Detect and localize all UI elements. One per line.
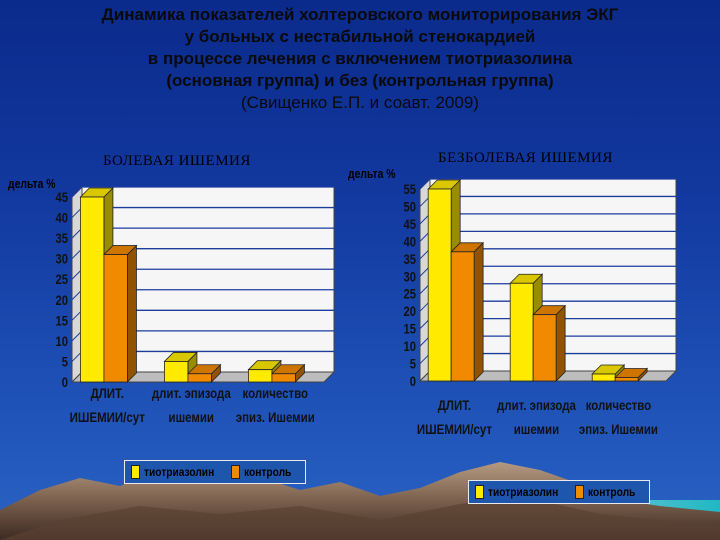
legend-swatch-control: [574, 485, 584, 499]
y-tick-label: 40: [56, 210, 68, 225]
y-tick-label: 25: [56, 272, 68, 287]
y-tick-label: 0: [62, 375, 68, 390]
y-tick-label: 5: [410, 356, 416, 371]
chart2-ylabel: дельта %: [348, 166, 396, 181]
title-citation: (Свищенко Е.П. и соавт. 2009): [241, 93, 479, 112]
chart1-title: БОЛЕВАЯ ИШЕМИЯ: [103, 153, 251, 169]
bar-1-1: [532, 314, 557, 382]
y-tick-label: 0: [410, 374, 416, 389]
bar-1-0: [103, 254, 128, 383]
y-tick-label: 55: [404, 182, 416, 197]
bar-1-1: [187, 373, 212, 383]
legend-swatch-tiotriazolin: [131, 465, 140, 479]
x-category-label: длит. эпизода: [152, 385, 232, 401]
bar-0-1: [163, 361, 189, 383]
y-tick-label: 5: [62, 354, 68, 369]
x-category-label: количество: [243, 385, 309, 401]
bar-side-1-1: [555, 304, 566, 382]
chart2-title: БЕЗБОЛЕВАЯ ИШЕМИЯ: [438, 150, 613, 166]
gridline-side: [419, 178, 431, 190]
y-tick-label: 15: [56, 313, 68, 328]
legend-swatch-tiotriazolin: [475, 485, 484, 499]
legend-swatch-control: [230, 465, 240, 479]
chart2-legend: тиотриазолин контроль: [468, 480, 651, 504]
chart1-ylabel: дельта %: [8, 176, 56, 191]
x-category-label: длит. эпизода: [497, 397, 577, 413]
y-tick-label: 45: [56, 190, 68, 205]
x-category-label: эпиз. Ишемии: [236, 409, 315, 425]
slide-title: Динамика показателей холтеровского монит…: [0, 4, 720, 114]
y-tick-label: 10: [56, 334, 68, 349]
x-category-label: ДЛИТ.: [438, 397, 471, 413]
x-category-label: ИШЕМИИ/сут: [70, 409, 145, 425]
y-tick-label: 15: [404, 321, 416, 336]
title-line-4: (основная группа) и без (контрольная гру…: [166, 71, 554, 90]
chart1-legend: тиотриазолин контроль: [124, 460, 307, 484]
bar-0-2: [591, 373, 616, 382]
title-line-3: в процессе лечения с включением тиотриаз…: [147, 49, 573, 68]
y-tick-label: 20: [404, 304, 416, 319]
chart1-legend-series1: тиотриазолин: [144, 465, 215, 479]
y-tick-label: 10: [404, 339, 416, 354]
title-line-2: у больных с нестабильной стенокардией: [184, 27, 536, 46]
y-tick-label: 40: [404, 234, 416, 249]
y-tick-label: 20: [56, 293, 68, 308]
x-category-label: ишемии: [514, 421, 559, 437]
y-tick-label: 35: [56, 231, 68, 246]
chart2-legend-series1: тиотриазолин: [488, 485, 559, 499]
bar-1-2: [271, 373, 296, 383]
y-tick-label: 45: [404, 217, 416, 232]
bar-0-1: [509, 282, 534, 382]
y-tick-label: 50: [404, 199, 416, 214]
x-category-label: ИШЕМИИ/сут: [417, 421, 492, 437]
y-tick-label: 30: [56, 252, 68, 267]
x-category-label: количество: [586, 397, 652, 413]
gridline-side: [71, 186, 83, 198]
bar-side-1-0: [473, 241, 484, 382]
x-category-label: эпиз. Ишемии: [579, 421, 658, 437]
y-tick-label: 25: [404, 287, 416, 302]
y-tick-label: 30: [404, 269, 416, 284]
bar-1-0: [450, 251, 475, 382]
bar-1-2: [614, 377, 639, 382]
chart2-legend-series2: контроль: [587, 485, 635, 499]
y-tick-label: 35: [404, 252, 416, 267]
x-category-label: ДЛИТ.: [91, 385, 124, 401]
x-category-label: ишемии: [169, 409, 214, 425]
title-line-1: Динамика показателей холтеровского монит…: [101, 5, 619, 24]
bar-0-0: [427, 188, 452, 382]
chart1-legend-series2: контроль: [243, 465, 291, 479]
